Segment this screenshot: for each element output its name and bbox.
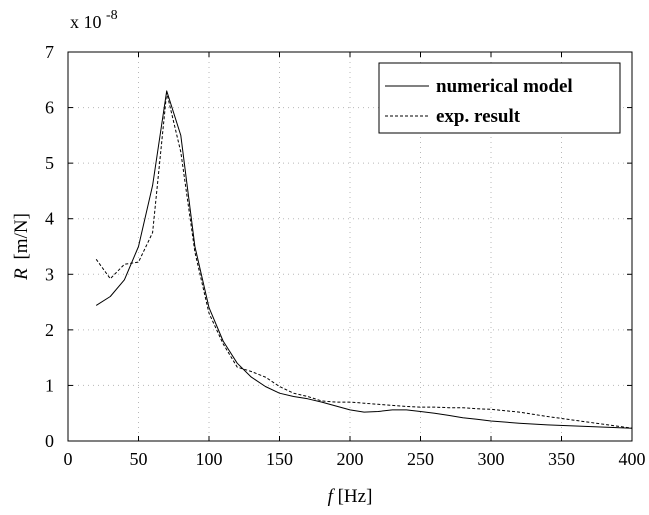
- y-tick-label: 4: [45, 209, 54, 229]
- y-tick-label: 7: [45, 42, 54, 62]
- y-tick-label: 6: [45, 98, 54, 118]
- x-tick-label: 300: [478, 449, 505, 469]
- y-axis-label: R [m/N]: [11, 213, 32, 281]
- x-tick-label: 0: [64, 449, 73, 469]
- multiplier-exponent: -8: [106, 8, 118, 23]
- axis-multiplier: x 10 -8: [70, 8, 118, 32]
- x-tick-label: 250: [407, 449, 434, 469]
- x-tick-label: 200: [337, 449, 364, 469]
- legend-label-exp-result: exp. result: [436, 106, 521, 127]
- x-axis-label: f [Hz]: [328, 486, 373, 507]
- tick-layer: 0 50 100 150 200 250 300 350 400 0 1 2 3 4 5 6 7: [45, 42, 646, 469]
- series-layer: [95, 90, 633, 429]
- y-tick-label: 3: [45, 264, 54, 284]
- series-line-numerical-model: [95, 90, 633, 429]
- legend-box: [378, 62, 621, 134]
- legend-label-numerical-model: numerical model: [436, 76, 573, 97]
- y-tick-label: 1: [45, 375, 54, 395]
- y-tick-label: 5: [45, 153, 54, 173]
- y-tick-label: 0: [45, 431, 54, 451]
- x-tick-label: 350: [548, 449, 575, 469]
- legend: numerical model exp. result: [378, 62, 621, 134]
- series-line-exp-result: [95, 92, 633, 429]
- y-axis-symbol: R: [11, 268, 32, 281]
- y-axis-unit: [m/N]: [11, 213, 32, 259]
- x-tick-label: 150: [266, 449, 293, 469]
- x-tick-label: 400: [619, 449, 646, 469]
- x-axis-symbol: f: [328, 486, 336, 507]
- x-tick-label: 100: [196, 449, 223, 469]
- y-tick-label: 2: [45, 320, 54, 340]
- x-tick-label: 50: [130, 449, 148, 469]
- x-axis-unit: [Hz]: [338, 486, 373, 507]
- multiplier-base: x 10: [70, 12, 102, 32]
